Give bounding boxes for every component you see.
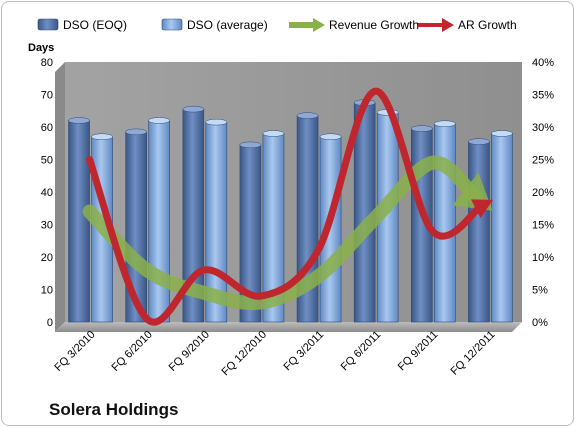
arrowhead-ar-growth	[470, 199, 493, 219]
y-tick-label: 20	[41, 252, 53, 264]
y2-tick-label: 0%	[532, 317, 548, 329]
legend-arrow-revenue-growth	[313, 18, 325, 32]
bar-dso-average--6	[434, 123, 456, 323]
bar-cap-0-0	[68, 117, 90, 124]
bar-cap-1-1	[148, 117, 170, 124]
y-tick-label: 60	[41, 122, 53, 134]
plot-floor	[55, 322, 522, 332]
bar-cap-1-6	[434, 120, 456, 127]
x-tick-label: FQ 6/2010	[110, 329, 155, 374]
y-tick-label: 70	[41, 90, 53, 102]
bar-dso-average--7	[491, 133, 513, 323]
y-tick-label: 30	[41, 220, 53, 232]
x-tick-label: FQ 6/2011	[339, 329, 384, 374]
y-tick-label: 50	[41, 155, 53, 167]
bar-cap-0-6	[411, 125, 433, 132]
bar-cap-1-7	[491, 130, 513, 137]
y2-tick-label: 15%	[532, 220, 554, 232]
bar-cap-1-4	[319, 133, 342, 140]
bar-cap-0-3	[239, 141, 262, 149]
legend-arrow-ar-growth	[442, 18, 454, 32]
y2-tick-label: 10%	[532, 252, 554, 264]
y2-tick-label: 20%	[532, 187, 554, 199]
bar-cap-1-2	[205, 118, 228, 126]
y2-tick-label: 40%	[532, 57, 554, 69]
x-tick-label: FQ 9/2011	[396, 329, 441, 374]
bars-layer	[68, 99, 513, 323]
y2-tick-label: 30%	[532, 122, 554, 134]
legend-label-ar-growth: AR Growth	[458, 18, 517, 32]
legend-label-dso-eoq-: DSO (EOQ)	[63, 18, 127, 32]
bar-cap-0-7	[468, 138, 490, 145]
bar-cap-0-2	[182, 105, 205, 113]
legend-swatch-dso-average-	[161, 18, 183, 31]
x-tick-label: FQ 3/2011	[282, 329, 327, 374]
legend-label-revenue-growth: Revenue Growth	[329, 18, 419, 32]
bar-cap-0-4	[296, 112, 319, 119]
x-tick-label: FQ 12/2011	[449, 329, 498, 378]
y-tick-label: 0	[47, 317, 53, 329]
bar-dso-eoq--0	[68, 120, 90, 323]
x-tick-label: FQ 12/2010	[219, 329, 269, 379]
legend-swatch-dso-eoq-	[37, 18, 59, 31]
bar-cap-1-3	[262, 130, 285, 137]
bar-dso-eoq--7	[468, 141, 490, 323]
legend-label-dso-average-: DSO (average)	[187, 18, 268, 32]
chart-caption: Solera Holdings	[49, 400, 178, 419]
lines-layer	[82, 87, 493, 326]
y2-tick-label: 5%	[532, 285, 548, 297]
y2-tick-label: 25%	[532, 155, 554, 167]
y-axis-label: Days	[28, 42, 54, 54]
bar-dso-average--1	[148, 120, 170, 323]
y-tick-label: 10	[41, 285, 53, 297]
bar-cap-0-1	[125, 128, 147, 136]
legend: DSO (EOQ) DSO (average) Revenue Growth AR G…	[37, 18, 517, 32]
x-tick-label: FQ 9/2010	[167, 329, 212, 374]
y-tick-label: 40	[41, 187, 53, 199]
y-tick-label: 80	[41, 57, 53, 69]
plot-side-wall	[55, 62, 65, 332]
bar-cap-1-0	[91, 133, 113, 140]
x-tick-label: FQ 3/2010	[52, 329, 97, 374]
y2-tick-label: 35%	[532, 90, 554, 102]
